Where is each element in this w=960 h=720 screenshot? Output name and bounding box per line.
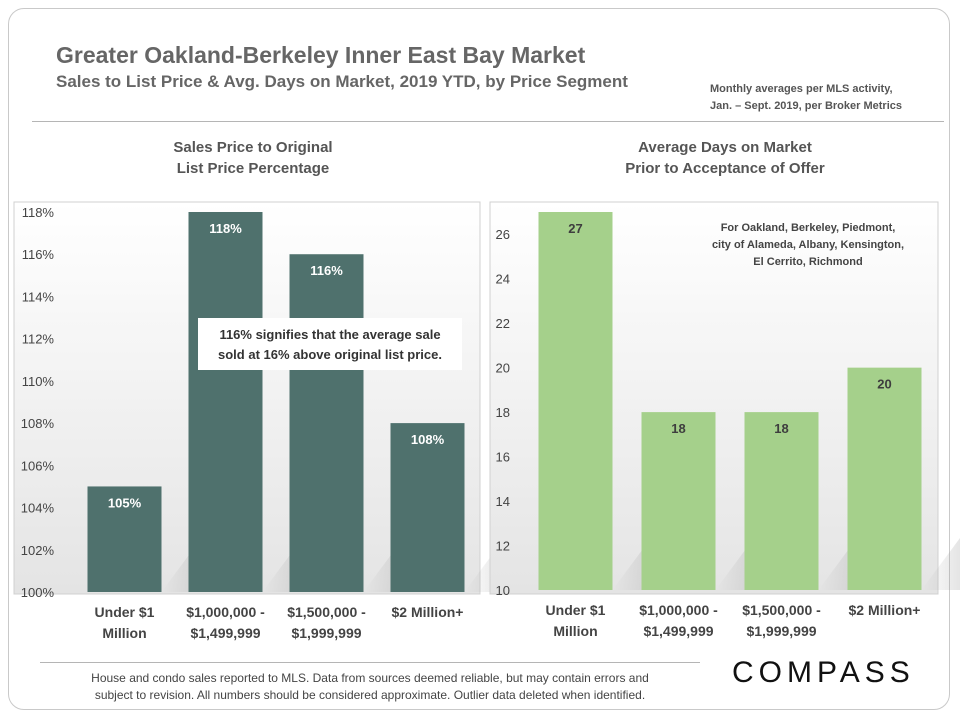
left-y-tick-label: 106% <box>21 458 55 473</box>
right-annotation-line2: city of Alameda, Albany, Kensington, <box>712 239 904 251</box>
left-y-tick-label: 116% <box>22 247 55 262</box>
left-bar-value-label: 108% <box>411 432 445 447</box>
left-category-label: $1,999,999 <box>291 625 361 641</box>
source-note: Monthly averages per MLS activity, Jan. … <box>710 81 902 115</box>
left-y-tick-label: 102% <box>21 543 55 558</box>
right-category-label: Million <box>553 623 597 639</box>
right-y-tick-label: 12 <box>496 539 510 554</box>
right-bar <box>847 367 922 590</box>
right-bar-value-label: 27 <box>568 221 582 236</box>
left-annotation-line2: sold at 16% above original list price. <box>218 347 442 362</box>
source-note-line1: Monthly averages per MLS activity, <box>710 83 893 95</box>
header-divider <box>32 121 944 122</box>
page-title: Greater Oakland-Berkeley Inner East Bay … <box>56 42 586 68</box>
right-bar-value-label: 18 <box>671 421 685 436</box>
footer-divider <box>40 662 700 663</box>
source-note-line2: Jan. – Sept. 2019, per Broker Metrics <box>710 100 902 112</box>
right-y-tick-label: 14 <box>496 494 510 509</box>
right-bar <box>641 412 716 590</box>
left-category-label: $2 Million+ <box>392 604 464 620</box>
left-y-tick-label: 100% <box>21 585 55 600</box>
left-bar <box>390 423 465 592</box>
left-chart-title-line1: Sales Price to Original <box>173 139 333 156</box>
left-y-tick-label: 108% <box>21 416 55 431</box>
right-category-label: $1,999,999 <box>746 623 816 639</box>
footer-disclaimer: House and condo sales reported to MLS. D… <box>40 670 700 704</box>
right-category-label: $1,500,000 - <box>742 602 821 618</box>
left-y-tick-label: 110% <box>22 374 55 389</box>
left-y-tick-label: 114% <box>22 289 55 304</box>
left-bar-value-label: 118% <box>209 221 242 236</box>
right-annotation-line3: El Cerrito, Richmond <box>753 256 862 268</box>
left-y-tick-label: 104% <box>21 501 55 516</box>
right-chart-title: Average Days on Market Prior to Acceptan… <box>540 137 910 179</box>
right-category-label: $1,000,000 - <box>639 602 718 618</box>
left-category-label: Under $1 <box>95 604 155 620</box>
left-category-label: Million <box>102 625 146 641</box>
right-y-tick-label: 20 <box>496 361 510 376</box>
right-bar-shadow <box>921 538 960 590</box>
right-bar <box>744 412 819 590</box>
left-annotation-line1: 116% signifies that the average sale <box>219 327 440 342</box>
right-annotation-line1: For Oakland, Berkeley, Piedmont, <box>721 222 896 234</box>
right-bar-value-label: 18 <box>774 421 788 436</box>
right-bar <box>538 212 613 590</box>
left-bar-value-label: 105% <box>108 495 142 510</box>
right-y-tick-label: 10 <box>496 583 510 598</box>
right-y-tick-label: 16 <box>496 450 510 465</box>
left-y-tick-label: 118% <box>22 205 55 220</box>
left-bar <box>188 212 263 592</box>
right-category-label: Under $1 <box>546 602 606 618</box>
right-category-label: $2 Million+ <box>849 602 921 618</box>
left-category-label: $1,000,000 - <box>186 604 265 620</box>
right-y-tick-label: 24 <box>496 272 510 287</box>
left-category-label: $1,499,999 <box>190 625 260 641</box>
compass-logo: COMPASS <box>732 656 915 689</box>
right-bar-value-label: 20 <box>877 377 891 392</box>
page-subtitle: Sales to List Price & Avg. Days on Marke… <box>56 72 628 91</box>
right-chart-title-line1: Average Days on Market <box>638 139 812 156</box>
left-bar-chart: 100% 102% 104% 106% 108% 110% 112% 114% 116% 118%… <box>13 201 545 641</box>
footer-line2: subject to revision. All numbers should … <box>94 688 646 702</box>
left-annotation-box <box>198 318 462 370</box>
right-category-label: $1,499,999 <box>643 623 713 639</box>
left-chart-title: Sales Price to Original List Price Perce… <box>60 137 446 179</box>
slide-frame <box>8 8 950 710</box>
footer-line1: House and condo sales reported to MLS. D… <box>91 671 649 685</box>
right-chart-title-line2: Prior to Acceptance of Offer <box>625 160 825 177</box>
left-chart-title-line2: List Price Percentage <box>176 160 330 177</box>
right-y-tick-label: 18 <box>496 405 510 420</box>
right-y-tick-label: 26 <box>496 227 510 242</box>
right-bar-chart: 10 12 14 16 18 20 22 24 26 27 Under $1 Million 18 $1,… <box>489 201 960 639</box>
left-bar-value-label: 116% <box>310 263 343 278</box>
left-bar <box>87 486 162 592</box>
left-y-tick-label: 112% <box>22 332 55 347</box>
left-bar <box>289 254 364 592</box>
right-y-tick-label: 22 <box>496 316 510 331</box>
left-category-label: $1,500,000 - <box>287 604 366 620</box>
